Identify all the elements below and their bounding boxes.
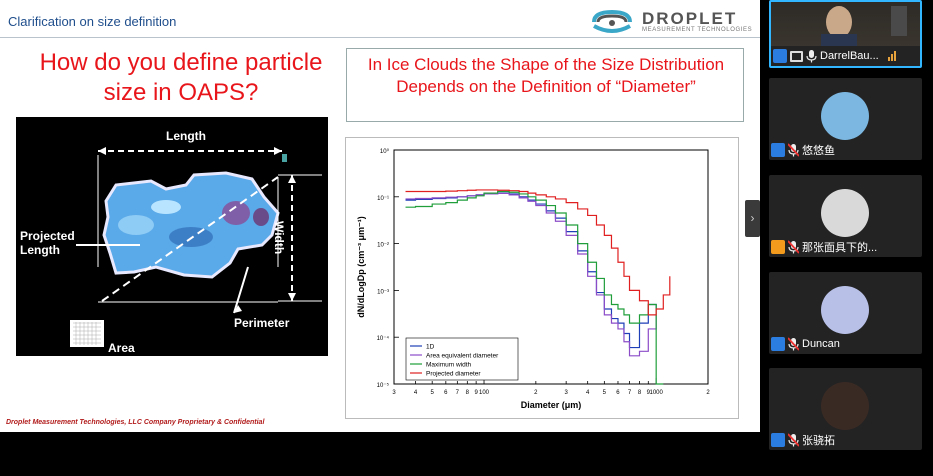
- y-axis-label: dN/dLogDp (cm⁻³ μm⁻¹): [356, 216, 366, 318]
- participant-tile[interactable]: Duncan: [769, 272, 922, 354]
- mic-muted-icon: [788, 433, 799, 447]
- x-tick-label: 5: [431, 390, 435, 396]
- slide-footer: Droplet Measurement Technologies, LLC Co…: [6, 419, 265, 426]
- collapse-panel-button[interactable]: ›: [745, 200, 760, 237]
- x-tick-label: 3: [392, 390, 396, 396]
- screen-share-icon: [790, 50, 803, 62]
- x-tick-label: 4: [414, 390, 418, 396]
- right-title-text: In Ice Clouds the Shape of the Size Dist…: [367, 55, 725, 96]
- participant-name: 张骁拓: [802, 435, 835, 447]
- participant-icon: [771, 337, 785, 351]
- right-title-box: In Ice Clouds the Shape of the Size Dist…: [346, 48, 744, 122]
- x-tick-label: 7: [456, 390, 460, 396]
- participant-name-bar: 张骁拓: [769, 430, 835, 450]
- logo-subtitle: MEASUREMENT TECHNOLOGIES: [642, 27, 753, 33]
- x-tick-label: 3: [564, 390, 568, 396]
- y-tick-label: 10⁰: [380, 148, 390, 155]
- x-tick-label: 1000: [649, 390, 663, 396]
- y-tick-label: 10⁻²: [377, 243, 389, 249]
- x-tick-label: 8: [466, 390, 470, 396]
- x-tick-label: 7: [628, 390, 632, 396]
- mic-icon: [806, 50, 817, 63]
- slide-main-title: How do you define particle size in OAPS?: [39, 49, 323, 106]
- x-tick-label: 5: [603, 390, 607, 396]
- slide-header: Clarification on size definition DROPLET…: [0, 0, 760, 38]
- y-tick-label: 10⁻¹: [377, 196, 389, 202]
- participant-name: DarrelBau...: [820, 50, 879, 62]
- legend-box: [405, 337, 519, 381]
- x-tick-label: 100: [479, 390, 490, 396]
- participant-tile[interactable]: 那张面具下的...: [769, 175, 922, 257]
- x-tick-label: 9: [474, 390, 478, 396]
- host-icon: [773, 49, 787, 63]
- x-tick-label: 6: [616, 390, 620, 396]
- y-tick-label: 10⁻⁴: [377, 335, 390, 342]
- chevron-right-icon: ›: [750, 211, 755, 225]
- slide-header-title: Clarification on size definition: [8, 14, 177, 29]
- shared-slide: Clarification on size definition DROPLET…: [0, 0, 760, 432]
- label-width: Width: [272, 221, 286, 255]
- x-axis-label: Diameter (μm): [521, 400, 582, 410]
- participant-avatar: [821, 286, 869, 334]
- particle-image: Length Width Projected Length Perimeter …: [16, 117, 328, 356]
- participant-name: 悠悠鱼: [802, 145, 835, 157]
- y-tick-label: 10⁻⁵: [377, 382, 390, 389]
- label-length: Length: [166, 129, 206, 143]
- particle-diagram: [70, 147, 322, 347]
- logo-wordmark: DROPLET: [642, 9, 738, 28]
- participant-tile[interactable]: DarrelBau...: [769, 0, 922, 68]
- participant-name-bar: DarrelBau...: [771, 46, 896, 66]
- participant-tile[interactable]: 张骁拓: [769, 368, 922, 450]
- x-tick-label: 2: [534, 390, 538, 396]
- participant-tile[interactable]: 悠悠鱼: [769, 78, 922, 160]
- participant-video: [771, 2, 920, 46]
- participant-name: 那张面具下的...: [802, 242, 878, 254]
- mic-muted-icon: [788, 337, 799, 351]
- participant-icon: [771, 143, 785, 157]
- label-projected-length: Projected Length: [20, 229, 75, 257]
- label-area: Area: [108, 341, 135, 355]
- mic-muted-icon: [788, 240, 799, 254]
- x-tick-label: 6: [444, 390, 448, 396]
- participant-name-bar: 那张面具下的...: [769, 237, 877, 257]
- legend-label: Maximum width: [426, 362, 472, 369]
- x-tick-label: 9: [647, 390, 651, 396]
- series-line: [405, 190, 664, 385]
- participant-name: Duncan: [802, 338, 840, 350]
- droplet-logo-icon: [592, 9, 632, 33]
- mic-muted-icon: [788, 143, 799, 157]
- legend-label: Projected diameter: [426, 371, 481, 378]
- participant-avatar: [821, 92, 869, 140]
- droplet-logo: DROPLET MEASUREMENT TECHNOLOGIES: [590, 8, 755, 36]
- signal-icon: [887, 51, 896, 61]
- participant-avatar: [821, 382, 869, 430]
- x-tick-label: 2: [706, 390, 710, 396]
- size-distribution-chart: 3 4 5 6 7 8 9 100 2 3 4 5 6 7 8 9 1000 2 10⁰ 10⁻¹ 10⁻² 10⁻³ 10…: [345, 137, 739, 419]
- legend-label: Area equivalent diameter: [426, 353, 499, 360]
- legend-label: 1D: [426, 344, 435, 351]
- x-tick-label: 8: [638, 390, 642, 396]
- series-line: [405, 192, 657, 357]
- x-tick-label: 4: [586, 390, 590, 396]
- series-line: [405, 189, 671, 316]
- y-tick-label: 10⁻³: [377, 289, 389, 295]
- chart-svg: 3 4 5 6 7 8 9 100 2 3 4 5 6 7 8 9 1000 210⁰10⁻¹10⁻²10⁻³10…: [356, 148, 710, 410]
- participant-icon: [771, 433, 785, 447]
- participant-name-bar: Duncan: [769, 334, 840, 354]
- participant-name-bar: 悠悠鱼: [769, 140, 835, 160]
- participant-avatar: [821, 189, 869, 237]
- participant-icon: [771, 240, 785, 254]
- label-perimeter: Perimeter: [234, 316, 290, 330]
